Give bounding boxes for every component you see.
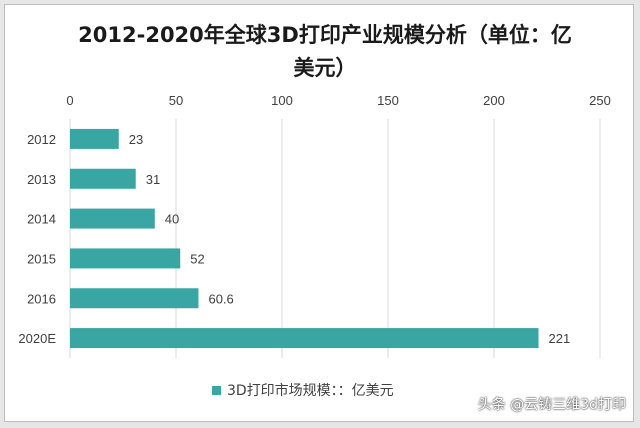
x-tick-label: 150 <box>377 93 399 108</box>
category-label: 2014 <box>27 212 56 227</box>
chart-title: 2012-2020年全球3D打印产业规模分析（单位：亿 美元） <box>45 19 605 85</box>
category-label: 2013 <box>27 172 56 187</box>
bar <box>70 168 136 189</box>
watermark: 头条 @云铸三维3d打印 <box>477 397 626 413</box>
value-label: 40 <box>165 212 179 227</box>
legend: 3D打印市场规模：：亿美元 <box>212 380 394 400</box>
value-label: 52 <box>190 251 204 266</box>
legend-label: 3D打印市场规模：：亿美元 <box>227 383 394 399</box>
category-label: 2016 <box>27 291 56 306</box>
value-label: 60.6 <box>208 291 233 306</box>
x-tick-label: 50 <box>169 93 183 108</box>
chart-title-line-1: 2012-2020年全球3D打印产业规模分析（单位：亿 <box>78 23 572 47</box>
category-label: 2015 <box>27 251 56 266</box>
chart-title-line-2: 美元） <box>293 56 357 80</box>
bar <box>70 328 539 349</box>
x-tick-label: 200 <box>483 93 505 108</box>
bar <box>70 128 119 149</box>
category-label: 2020E <box>18 331 56 346</box>
bar <box>70 208 155 229</box>
category-label: 2012 <box>27 132 56 147</box>
x-tick-label: 0 <box>66 93 73 108</box>
value-label: 221 <box>549 331 571 346</box>
value-label: 31 <box>146 172 160 187</box>
x-tick-label: 250 <box>589 93 611 108</box>
bar <box>70 248 181 269</box>
bar <box>70 288 199 309</box>
legend-swatch <box>212 385 221 395</box>
x-tick-label: 100 <box>271 93 293 108</box>
value-label: 23 <box>129 132 143 147</box>
